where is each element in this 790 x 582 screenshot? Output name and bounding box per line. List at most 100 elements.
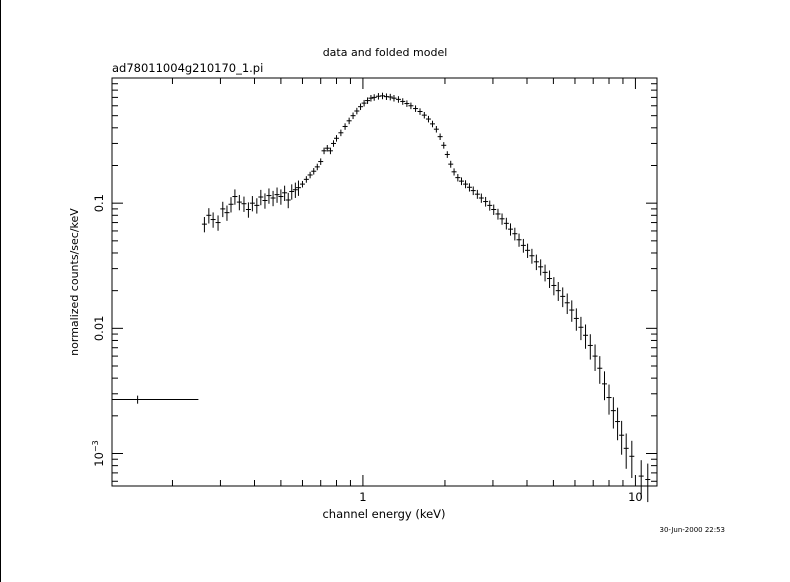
data-point-14 [258,189,264,206]
data-point-89 [551,277,557,296]
data-point-49 [387,93,393,101]
data-point-31 [321,147,327,155]
data-point-27 [307,171,313,179]
data-point-61 [437,133,443,141]
y-axis-label: normalized counts/sec/keV [68,208,81,356]
data-point-55 [413,105,419,112]
y-tick-label-1: 0.01 [92,316,106,342]
data-point-7 [228,197,234,213]
data-point-72 [478,193,484,203]
data-point-69 [466,183,472,192]
x-tick-label-1: 10 [628,490,643,504]
data-point-40 [354,107,360,115]
data-point-21 [285,192,291,209]
data-point-5 [220,201,226,218]
data-point-32 [324,145,330,152]
data-point-90 [555,282,561,301]
data-point-41 [358,103,364,111]
data-point-1 [201,217,207,233]
data-point-81 [516,233,522,247]
data-point-34 [331,140,337,147]
timestamp: 30-Jun-2000 22:53 [660,526,726,534]
data-point-77 [499,213,505,225]
x-axis-label: channel energy (keV) [322,507,445,521]
data-point-10 [241,196,247,212]
plot-frame [111,77,658,487]
data-point-66 [455,174,461,182]
data-point-33 [327,147,333,155]
data-point-101 [606,384,612,415]
data-point-19 [278,189,284,205]
data-point-104 [619,420,625,455]
data-point-91 [560,287,566,308]
data-point-47 [380,92,386,100]
data-point-20 [282,185,288,202]
data-point-44 [368,95,374,102]
data-point-24 [295,180,301,196]
data-point-97 [587,334,593,360]
data-point-94 [573,308,579,331]
data-point-42 [361,99,367,107]
data-point-59 [429,120,435,128]
data-points [112,92,651,503]
data-point-96 [583,324,589,349]
data-point-99 [597,356,603,384]
data-point-11 [245,202,251,218]
data-point-95 [578,316,584,341]
data-point-3 [210,212,216,228]
data-point-2 [206,208,212,224]
data-point-13 [254,198,260,214]
data-point-52 [400,98,406,105]
data-point-68 [463,180,469,189]
data-point-74 [487,200,493,211]
data-point-88 [547,270,553,288]
data-point-28 [311,168,317,175]
data-point-108 [645,463,651,503]
data-point-4 [215,215,221,231]
data-point-103 [615,407,621,441]
data-point-98 [592,344,598,371]
data-point-71 [474,189,480,199]
data-point-6 [224,205,230,221]
data-point-62 [441,142,447,149]
data-point-57 [421,111,427,119]
window-edge [0,0,1,582]
data-point-80 [512,227,518,241]
data-point-70 [470,186,476,196]
data-point-38 [346,117,352,125]
data-point-93 [569,300,575,322]
data-point-12 [249,196,255,212]
data-point-82 [520,238,526,253]
data-point-60 [433,126,439,133]
data-point-100 [601,371,607,401]
data-point-102 [610,397,616,429]
chart-title: data and folded model [323,46,448,59]
data-point-53 [404,100,410,107]
data-point-29 [314,163,320,171]
data-point-43 [365,97,371,104]
data-point-65 [451,168,457,176]
y-tick-label-2: 10−3 [91,440,106,466]
data-point-9 [236,194,242,211]
data-point-107 [638,460,644,499]
data-point-50 [391,95,397,102]
data-point-23 [292,182,298,198]
data-point-17 [270,190,276,207]
data-point-26 [303,176,309,183]
data-point-64 [448,160,454,168]
data-point-25 [299,180,305,188]
y-tick-label-0: 0.1 [92,194,106,212]
data-point-15 [262,193,268,209]
data-point-78 [503,217,509,230]
data-point-22 [289,184,295,200]
data-point-67 [458,177,464,186]
x-tick-label-0: 1 [359,490,366,504]
data-point-36 [338,129,344,137]
data-point-105 [623,433,629,469]
data-point-35 [334,135,340,142]
data-point-0 [112,395,199,404]
data-point-30 [318,158,324,165]
data-point-76 [495,208,501,220]
axis-tick-labels: 1 10 0.1 0.01 10−3 [91,194,643,504]
